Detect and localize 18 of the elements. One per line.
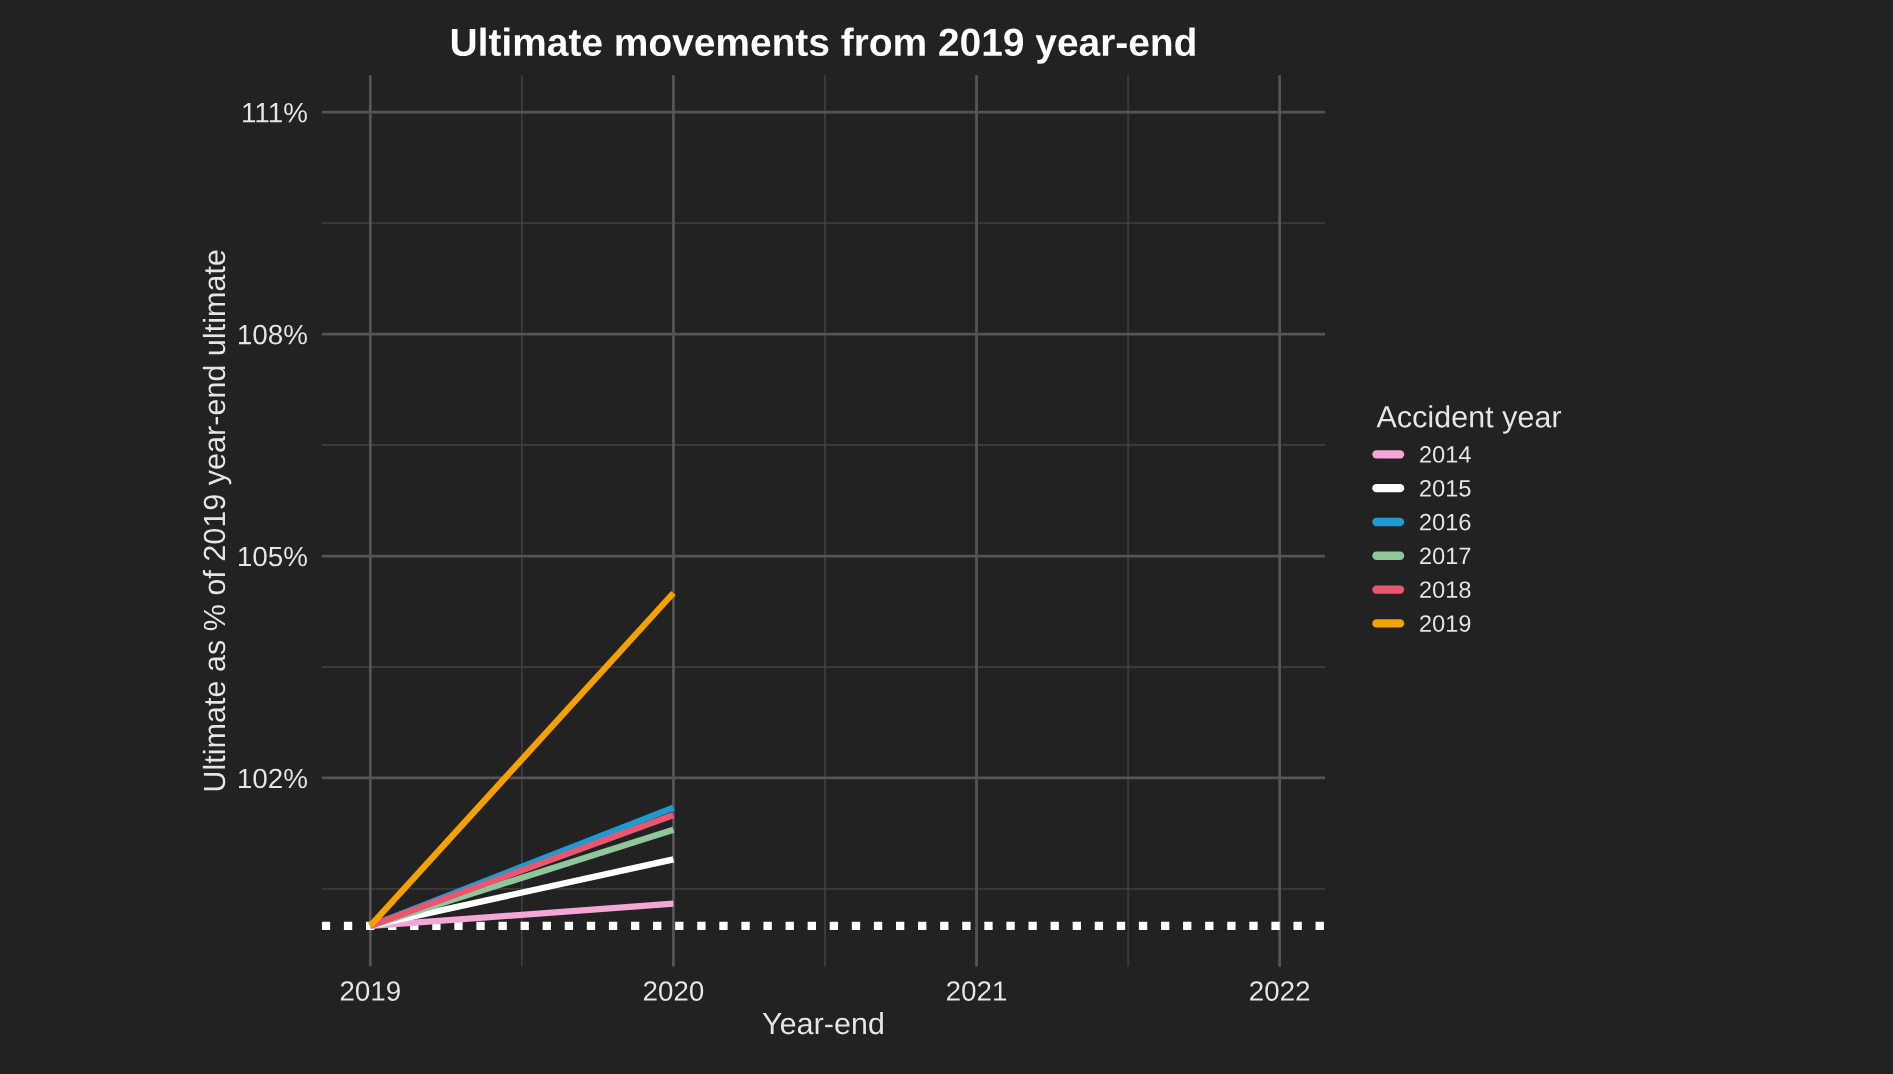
x-axis-title: Year-end [762,1011,883,1035]
legend-label: 2014 [1420,446,1471,463]
x-tick-label: 2021 [947,981,1007,1001]
legend-label: 2018 [1420,581,1471,599]
y-tick-label: 102% [239,768,307,789]
legend-label: 2015 [1420,479,1471,497]
legend-label: 2019 [1420,615,1471,632]
y-tick-label: 105% [239,546,307,567]
legend-label: 2017 [1420,547,1471,565]
legend-title: Accident year [1376,405,1562,434]
x-tick-label: 2019 [340,981,400,1001]
y-tick-label: 108% [239,324,307,345]
y-axis-title: Ultimate as % of 2019 year-end ultimate [202,250,232,791]
x-tick-label: 2022 [1250,981,1310,1001]
chart-title: Ultimate movements from 2019 year-end [451,27,1195,64]
legend-label: 2016 [1420,513,1471,531]
y-tick-label: 111% [243,102,307,123]
x-tick-label: 2020 [643,981,704,1001]
